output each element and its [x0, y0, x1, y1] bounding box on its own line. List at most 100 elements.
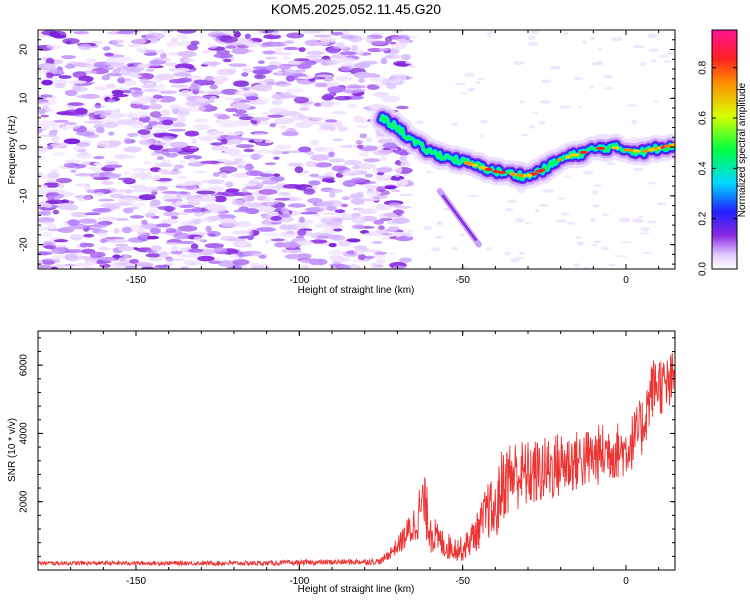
- noise-blob: [525, 222, 532, 225]
- noise-blob: [166, 262, 175, 266]
- noise-blob: [397, 38, 407, 41]
- noise-blob: [264, 56, 278, 60]
- noise-blob: [161, 30, 169, 34]
- signal-hotspot: [535, 169, 544, 173]
- noise-blob: [506, 200, 517, 203]
- noise-blob: [314, 82, 328, 88]
- noise-blob: [38, 98, 46, 103]
- noise-blob: [44, 244, 57, 250]
- noise-blob: [513, 61, 525, 65]
- noise-blob: [314, 102, 322, 107]
- noise-blob: [38, 171, 44, 176]
- noise-blob: [256, 119, 269, 126]
- noise-blob: [270, 216, 282, 221]
- noise-blob: [356, 124, 369, 129]
- noise-blob: [136, 73, 155, 80]
- secondary-branch-core: [441, 194, 477, 241]
- noise-blob: [328, 151, 335, 158]
- noise-blob: [653, 100, 659, 103]
- noise-blob: [103, 121, 119, 129]
- noise-blob: [148, 257, 164, 262]
- noise-blob: [246, 234, 254, 241]
- noise-blob: [90, 172, 105, 179]
- spectrogram-x-label: Height of straight line (km): [298, 285, 415, 296]
- noise-blob: [188, 85, 200, 92]
- noise-blob: [54, 264, 65, 268]
- x-tick-label: 0: [623, 275, 629, 286]
- noise-blob: [107, 65, 124, 69]
- noise-blob: [104, 109, 114, 114]
- noise-blob: [331, 217, 344, 222]
- noise-blob: [107, 98, 116, 103]
- noise-blob: [105, 83, 116, 89]
- noise-blob: [186, 75, 203, 79]
- noise-blob: [162, 194, 170, 200]
- noise-blob: [84, 120, 103, 124]
- noise-blob: [178, 160, 187, 164]
- noise-blob: [157, 168, 167, 172]
- noise-blob: [105, 160, 119, 165]
- noise-blob: [48, 31, 61, 37]
- noise-blob: [238, 116, 255, 121]
- noise-blob: [334, 163, 347, 167]
- noise-blob: [294, 240, 314, 246]
- noise-blob: [603, 87, 614, 90]
- noise-blob: [258, 206, 276, 213]
- noise-blob: [121, 226, 133, 234]
- noise-blob: [399, 257, 412, 263]
- noise-blob: [406, 232, 413, 238]
- colorbar-tick-label: 0.2: [698, 211, 709, 225]
- noise-blob: [223, 30, 236, 35]
- noise-blob: [241, 186, 248, 194]
- noise-blob: [314, 213, 321, 217]
- noise-blob: [334, 209, 346, 214]
- noise-blob: [165, 227, 177, 234]
- noise-blob: [331, 138, 344, 142]
- noise-blob: [115, 217, 129, 221]
- snr-y-label: SNR (10 * v/v): [7, 418, 18, 482]
- noise-blob: [74, 173, 94, 177]
- noise-blob: [172, 72, 191, 77]
- noise-blob: [193, 124, 211, 130]
- noise-blob: [244, 183, 257, 187]
- noise-blob: [67, 219, 80, 226]
- noise-blob: [391, 189, 401, 193]
- colorbar-gradient: [712, 30, 737, 269]
- noise-blob: [302, 170, 310, 174]
- noise-blob: [43, 204, 53, 208]
- noise-blob: [207, 43, 218, 49]
- x-tick-label: -100: [289, 576, 309, 587]
- noise-blob: [347, 259, 365, 263]
- noise-blob: [638, 216, 643, 219]
- noise-blob: [41, 221, 53, 225]
- noise-blob: [60, 126, 71, 130]
- noise-blob: [234, 89, 255, 96]
- colorbar-tick-label: 0.4: [698, 161, 709, 175]
- noise-blob: [149, 167, 162, 173]
- noise-blob: [633, 167, 644, 171]
- noise-blob: [358, 151, 370, 157]
- noise-blob: [373, 219, 385, 225]
- noise-blob: [70, 169, 77, 173]
- noise-blob: [131, 168, 149, 172]
- noise-blob: [241, 68, 253, 73]
- y-tick-label: -10: [19, 188, 30, 203]
- noise-blob: [188, 198, 200, 204]
- noise-blob: [38, 183, 48, 190]
- noise-blob: [530, 30, 540, 35]
- signal-hotspot: [484, 167, 493, 171]
- noise-blob: [423, 225, 432, 231]
- noise-blob: [158, 206, 177, 211]
- noise-blob: [213, 172, 220, 178]
- noise-blob: [41, 94, 53, 98]
- noise-blob: [117, 119, 136, 126]
- noise-blob: [284, 150, 304, 154]
- noise-blob: [146, 235, 160, 240]
- noise-blob: [515, 218, 525, 223]
- noise-blob: [222, 190, 239, 197]
- noise-blob: [197, 195, 217, 203]
- noise-blob: [138, 228, 148, 233]
- noise-blob: [542, 189, 554, 193]
- noise-blob: [487, 32, 492, 38]
- noise-blob: [329, 224, 344, 229]
